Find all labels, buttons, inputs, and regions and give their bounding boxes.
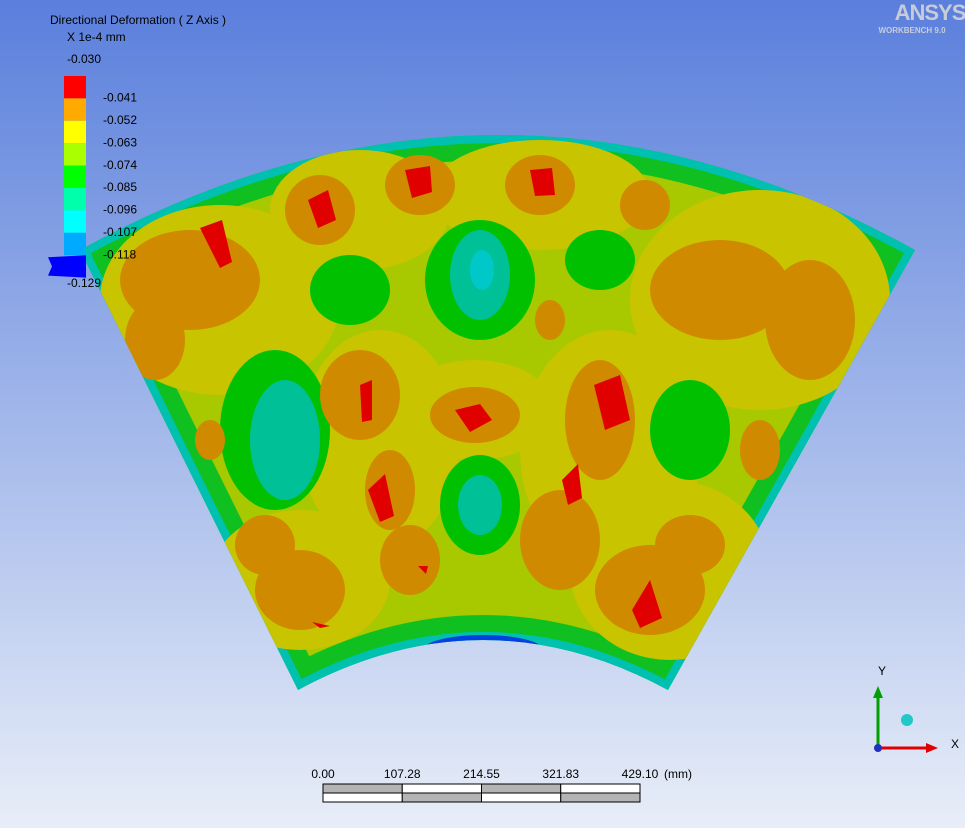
scale-label: 0.00: [311, 767, 335, 781]
legend: Directional Deformation ( Z Axis ) X 1e-…: [48, 13, 226, 290]
legend-label: -0.052: [103, 113, 137, 127]
scale-label: 429.10: [622, 767, 659, 781]
logo: ANSYS WORKBENCH 9.0: [878, 0, 965, 35]
legend-label: -0.030: [67, 52, 101, 66]
legend-unit: X 1e-4 mm: [67, 30, 126, 44]
legend-label: -0.129: [67, 276, 101, 290]
scale-segment: [401, 792, 482, 803]
scale-segment: [322, 783, 403, 794]
legend-swatch: [64, 210, 86, 233]
legend-swatch: [64, 143, 86, 166]
scale-unit: (mm): [664, 767, 692, 781]
scale-segment: [560, 783, 641, 794]
scale-label: 321.83: [542, 767, 579, 781]
logo-product: WORKBENCH 9.0: [878, 26, 946, 35]
legend-label: -0.063: [103, 135, 137, 149]
legend-label: -0.118: [103, 247, 136, 261]
legend-label: -0.085: [103, 180, 137, 194]
scale-segment: [560, 792, 641, 803]
scale-segment: [481, 783, 562, 794]
legend-swatch: [64, 165, 86, 188]
scale-label: 107.28: [384, 767, 421, 781]
logo-name: ANSYS: [895, 0, 965, 25]
scale-bar: 0.00 107.28 214.55 321.83 429.10 (mm): [311, 767, 692, 803]
legend-swatch: [64, 232, 86, 256]
scale-segment: [481, 792, 562, 803]
legend-label: -0.041: [103, 91, 137, 105]
legend-swatch: [64, 98, 86, 121]
scale-segment: [322, 792, 403, 803]
scale-segment: [401, 783, 482, 794]
legend-swatch: [64, 120, 86, 144]
legend-label: -0.096: [103, 203, 137, 217]
legend-swatch: [48, 255, 86, 278]
legend-swatch: [64, 188, 86, 211]
triad-y-label: Y: [878, 664, 886, 678]
triad: Y X: [873, 664, 959, 753]
legend-swatch: [64, 76, 86, 99]
scale-label: 214.55: [463, 767, 500, 781]
contour-plot: [80, 135, 915, 690]
triad-x-label: X: [951, 737, 959, 751]
legend-label: -0.074: [103, 158, 137, 172]
legend-title: Directional Deformation ( Z Axis ): [50, 13, 226, 27]
legend-label: -0.107: [103, 225, 137, 239]
